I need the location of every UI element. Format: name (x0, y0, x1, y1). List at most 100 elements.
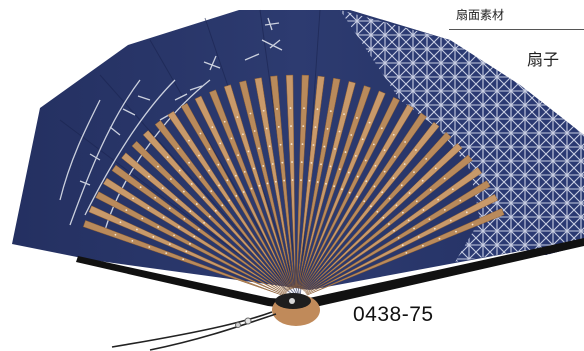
rib-carving-dot (210, 190, 213, 193)
rib-carving-dot (365, 180, 368, 183)
rib-carving-dot (132, 197, 134, 200)
rib-carving-dot (221, 204, 224, 207)
rib-carving-dot (302, 125, 305, 128)
rib-carving-dot (361, 138, 364, 141)
bamboo-rib (285, 74, 296, 289)
bamboo-rib (88, 205, 286, 296)
rib-carving-dot (428, 218, 431, 221)
rib-carving-dot (343, 113, 345, 115)
rib-carving-dot (190, 183, 193, 185)
rib-carving-dot (356, 117, 358, 119)
rib-carving-dot (320, 163, 322, 166)
rib-carving-dot (148, 175, 150, 178)
rib-carving-dot (347, 171, 350, 174)
rib-carving-dot (265, 127, 268, 130)
rib-carving-dot (157, 226, 160, 228)
rib-carving-dot (316, 181, 319, 183)
rib-carving-dot (451, 188, 454, 191)
rib-carving-dot (333, 185, 335, 188)
rib-carving-dot (382, 216, 385, 219)
rib-carving-dot (356, 195, 358, 198)
rib-carving-dot (249, 112, 252, 115)
rib-carving-dot (401, 244, 404, 247)
grass-motif (59, 17, 283, 231)
rib-carving-dot (434, 167, 437, 170)
rib-carving-dot (114, 233, 117, 236)
fan-guard (76, 238, 584, 310)
rib-carving-dot (397, 236, 400, 239)
rib-carving-dot (356, 175, 359, 178)
rib-carving-dot (323, 145, 326, 148)
rib-carving-dot (372, 143, 375, 146)
rib-carving-dot (182, 258, 185, 261)
rib-carving-dot (308, 179, 311, 182)
rib-carving-dot (380, 127, 383, 130)
rib-carving-dot (242, 133, 244, 136)
rib-carving-dot (258, 147, 260, 150)
bamboo-rib (296, 75, 325, 289)
rib-carving-dot (147, 207, 150, 209)
rib-carving-dot (162, 216, 165, 219)
fan-leaf (12, 9, 584, 301)
rib-carving-dot (168, 243, 171, 246)
rib-carving-dot (183, 218, 186, 220)
rib-carving-dot (438, 237, 441, 240)
rib-carving-dot (354, 155, 357, 157)
rib-carving-dot (413, 171, 415, 173)
rib-carving-dot (300, 161, 303, 164)
rib-carving-dot (139, 186, 142, 189)
rib-carving-dot (168, 207, 171, 210)
bamboo-rib (296, 74, 310, 289)
rib-carving-dot (189, 210, 192, 213)
rib-carving-dot (405, 251, 408, 254)
rib-carving-dot (148, 246, 151, 248)
rib-carving-dot (202, 196, 205, 199)
rib-carving-dot (329, 165, 332, 168)
rib-carving-dot (161, 187, 164, 190)
bamboo-rib (194, 95, 291, 290)
rib-carving-dot (274, 180, 277, 183)
bamboo-rib (209, 89, 292, 290)
rib-carving-dot (400, 184, 403, 187)
rib-carving-dot (217, 163, 220, 166)
bamboo-rib (180, 102, 291, 290)
rib-carving-dot (314, 126, 317, 128)
rib-carving-dot (325, 182, 327, 185)
rib-carving-dot (262, 109, 265, 112)
rib-carving-dot (421, 179, 424, 182)
rib-carving-dot (165, 252, 168, 255)
rib-carving-dot (348, 191, 351, 194)
rib-carving-dot (199, 132, 202, 135)
fan-face-material-label: 扇面素材 (456, 8, 505, 22)
rib-carving-dot (422, 209, 425, 211)
rib-carving-dot (188, 139, 190, 142)
rib-carving-dot (429, 188, 432, 191)
rib-carving-dot (166, 156, 169, 159)
rib-carving-dot (152, 235, 155, 238)
header-divider (449, 29, 584, 30)
rib-carving-dot (408, 192, 411, 194)
bamboo-rib (254, 77, 295, 289)
rib-carving-dot (253, 130, 256, 132)
rib-carving-dot (368, 121, 371, 124)
rib-carving-dot (338, 130, 341, 133)
rib-carving-dot (195, 203, 198, 205)
rib-carving-dot (403, 163, 406, 166)
rib-carving-dot (258, 184, 261, 187)
rib-carving-dot (350, 134, 353, 136)
rib-carving-dot (383, 170, 386, 173)
rib-carving-dot (338, 168, 341, 171)
rib-carving-dot (289, 107, 292, 109)
rib-carving-dot (392, 133, 395, 136)
rib-carving-dot (175, 198, 178, 201)
rib-carving-dot (415, 149, 417, 151)
rib-carving-dot (310, 161, 313, 164)
rib-carving-dot (189, 242, 191, 245)
tassel-cord (111, 311, 277, 351)
rib-carving-dot (370, 205, 372, 208)
rib-carving-dot (235, 174, 237, 177)
fan-frame-label: 扇子 (527, 50, 560, 69)
rib-carving-dot (227, 158, 229, 161)
rib-carving-dot (459, 199, 462, 202)
